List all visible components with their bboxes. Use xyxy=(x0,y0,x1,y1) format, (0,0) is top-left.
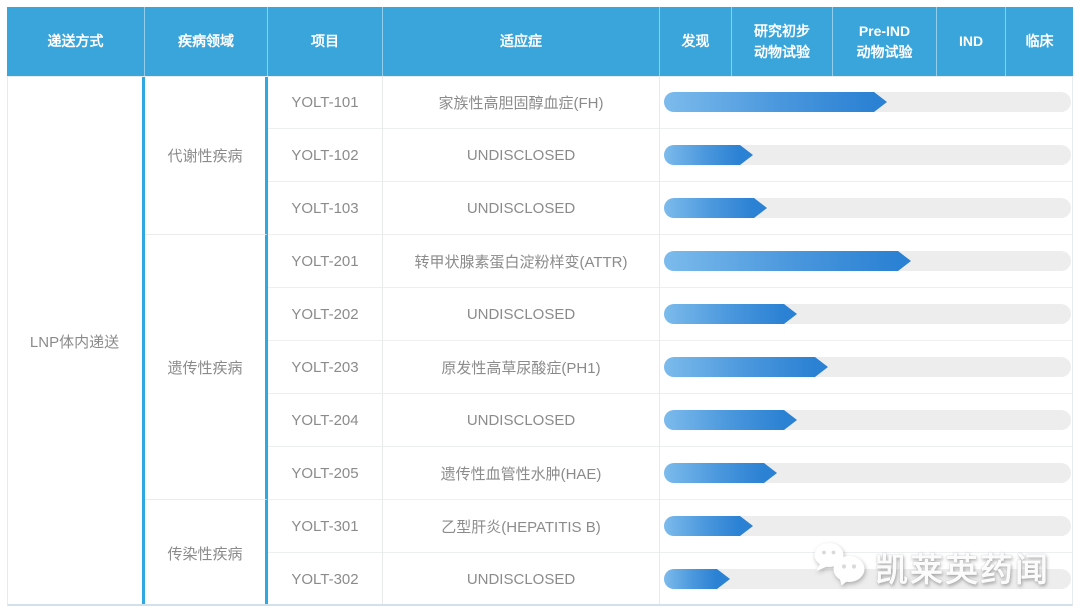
progress-bar xyxy=(664,304,797,324)
pipeline-cell xyxy=(660,76,1073,129)
indication-cell: UNDISCLOSED xyxy=(383,182,660,235)
indication-cell: UNDISCLOSED xyxy=(383,288,660,341)
progress-track xyxy=(664,304,1071,324)
pipeline-cell xyxy=(660,341,1073,394)
project-cell: YOLT-203 xyxy=(268,341,383,394)
header-col-preliminary-animal: 研究初步 动物试验 xyxy=(732,7,833,76)
delivery-method-cell: LNP体内递送 xyxy=(7,76,145,606)
pipeline-cell xyxy=(660,182,1073,235)
progress-track xyxy=(664,410,1071,430)
header-col-discovery: 发现 xyxy=(660,7,732,76)
table-header-row: 递送方式 疾病领域 项目 适应症 发现 研究初步 动物试验 Pre-IND 动物… xyxy=(7,7,1073,76)
progress-track xyxy=(664,569,1071,589)
indication-cell: 乙型肝炎(HEPATITIS B) xyxy=(383,500,660,553)
progress-bar xyxy=(664,198,767,218)
progress-track xyxy=(664,463,1071,483)
project-cell: YOLT-103 xyxy=(268,182,383,235)
indication-cell: 原发性高草尿酸症(PH1) xyxy=(383,341,660,394)
pipeline-cell xyxy=(660,500,1073,553)
pipeline-table: 递送方式 疾病领域 项目 适应症 发现 研究初步 动物试验 Pre-IND 动物… xyxy=(7,7,1073,606)
header-col-indication: 适应症 xyxy=(383,7,660,76)
progress-bar xyxy=(664,569,730,589)
indication-cell: UNDISCLOSED xyxy=(383,394,660,447)
indication-cell: 家族性高胆固醇血症(FH) xyxy=(383,76,660,129)
progress-bar xyxy=(664,251,912,271)
disease-area-infectious-cell: 传染性疾病 xyxy=(145,500,268,606)
progress-track xyxy=(664,145,1071,165)
indication-cell: 遗传性血管性水肿(HAE) xyxy=(383,447,660,500)
project-cell: YOLT-102 xyxy=(268,129,383,182)
disease-area-genetic-cell: 遗传性疾病 xyxy=(145,235,268,500)
pipeline-cell xyxy=(660,394,1073,447)
progress-bar xyxy=(664,410,797,430)
pipeline-cell xyxy=(660,447,1073,500)
progress-track xyxy=(664,198,1071,218)
header-col-clinical: 临床 xyxy=(1006,7,1073,76)
header-col-disease: 疾病领域 xyxy=(145,7,268,76)
header-col-project: 项目 xyxy=(268,7,383,76)
pipeline-cell xyxy=(660,129,1073,182)
project-cell: YOLT-301 xyxy=(268,500,383,553)
pipeline-cell xyxy=(660,235,1073,288)
table-body: LNP体内递送 代谢性疾病 遗传性疾病 传染性疾病 YOLT-101 家族性高胆… xyxy=(7,76,1073,606)
progress-track xyxy=(664,251,1071,271)
pipeline-cell xyxy=(660,553,1073,606)
project-cell: YOLT-205 xyxy=(268,447,383,500)
header-col-pre-ind-animal: Pre-IND 动物试验 xyxy=(833,7,937,76)
progress-track xyxy=(664,92,1071,112)
progress-bar xyxy=(664,463,777,483)
project-cell: YOLT-302 xyxy=(268,553,383,606)
progress-track xyxy=(664,516,1071,536)
progress-bar xyxy=(664,92,887,112)
project-cell: YOLT-202 xyxy=(268,288,383,341)
project-cell: YOLT-204 xyxy=(268,394,383,447)
project-cell: YOLT-101 xyxy=(268,76,383,129)
header-col-delivery: 递送方式 xyxy=(7,7,145,76)
pipeline-cell xyxy=(660,288,1073,341)
progress-bar xyxy=(664,357,828,377)
indication-cell: UNDISCLOSED xyxy=(383,553,660,606)
header-col-ind: IND xyxy=(937,7,1006,76)
progress-track xyxy=(664,357,1071,377)
progress-bar xyxy=(664,145,753,165)
project-cell: YOLT-201 xyxy=(268,235,383,288)
indication-cell: 转甲状腺素蛋白淀粉样变(ATTR) xyxy=(383,235,660,288)
disease-area-metabolic-cell: 代谢性疾病 xyxy=(145,76,268,235)
indication-cell: UNDISCLOSED xyxy=(383,129,660,182)
progress-bar xyxy=(664,516,753,536)
